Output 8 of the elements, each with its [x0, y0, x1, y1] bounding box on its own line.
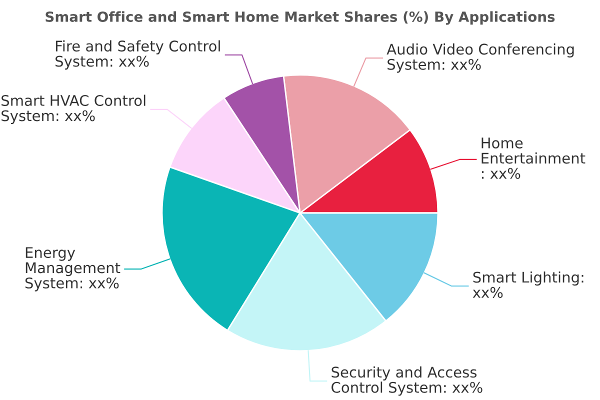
slice-label: Energy Management System: xx% — [25, 247, 120, 292]
slice-label: Audio Video Conferencing System: xx% — [386, 43, 574, 73]
slice-label: Home Entertainment : xx% — [482, 138, 586, 179]
slice-label: Security and Access Control System: xx% — [332, 366, 482, 396]
slice-label: Smart HVAC Control System: xx% — [2, 94, 146, 124]
slice-label: Fire and Safety Control System: xx% — [56, 40, 220, 70]
slice-label: Smart Lighting: xx% — [472, 271, 584, 298]
chart-title: Smart Office and Smart Home Market Shares (%) By Applications — [46, 11, 555, 25]
